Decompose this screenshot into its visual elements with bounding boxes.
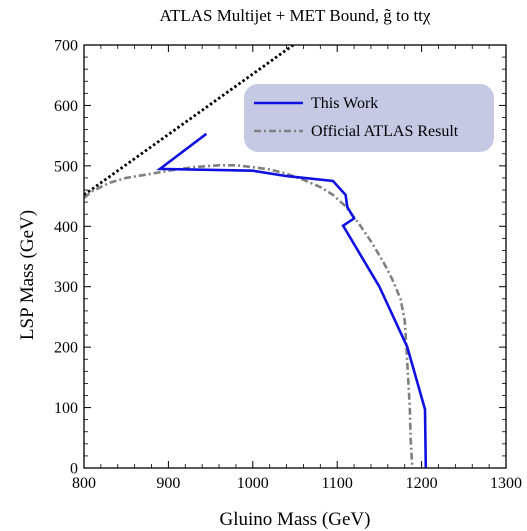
- legend-box: [244, 84, 494, 152]
- chart-title: ATLAS Multijet + MET Bound, g̃ to ttχ: [160, 6, 431, 25]
- y-tick-label: 600: [54, 98, 78, 115]
- x-tick-label: 800: [72, 475, 96, 492]
- series-line-this-work: [156, 132, 428, 468]
- x-axis-label: Gluino Mass (GeV): [220, 509, 371, 530]
- y-tick-label: 100: [54, 400, 78, 417]
- y-tick-label: 700: [54, 38, 78, 55]
- x-tick-label: 900: [156, 475, 180, 492]
- y-tick-label: 400: [54, 219, 78, 236]
- x-tick-label: 1100: [321, 475, 352, 492]
- series-line-official-atlas-result: [84, 164, 414, 468]
- x-tick-label: 1000: [237, 475, 269, 492]
- plot-frame: [83, 44, 507, 469]
- legend-label-official-atlas: Official ATLAS Result: [311, 123, 459, 140]
- y-tick-label: 0: [70, 461, 78, 478]
- axes: 800 900 1000 1100 1200 1300 0 100 200 300 400 500 60…: [54, 38, 522, 493]
- y-tick-label: 300: [54, 279, 78, 296]
- legend-label-this-work: This Work: [311, 95, 378, 112]
- x-tick-label: 1200: [406, 475, 438, 492]
- plot-area: [84, 45, 428, 468]
- x-tick-label: 1300: [490, 475, 522, 492]
- y-tick-label: 500: [54, 158, 78, 175]
- legend: This Work Official ATLAS Result: [244, 84, 494, 152]
- y-axis-label: LSP Mass (GeV): [17, 210, 38, 340]
- y-tick-label: 200: [54, 340, 78, 357]
